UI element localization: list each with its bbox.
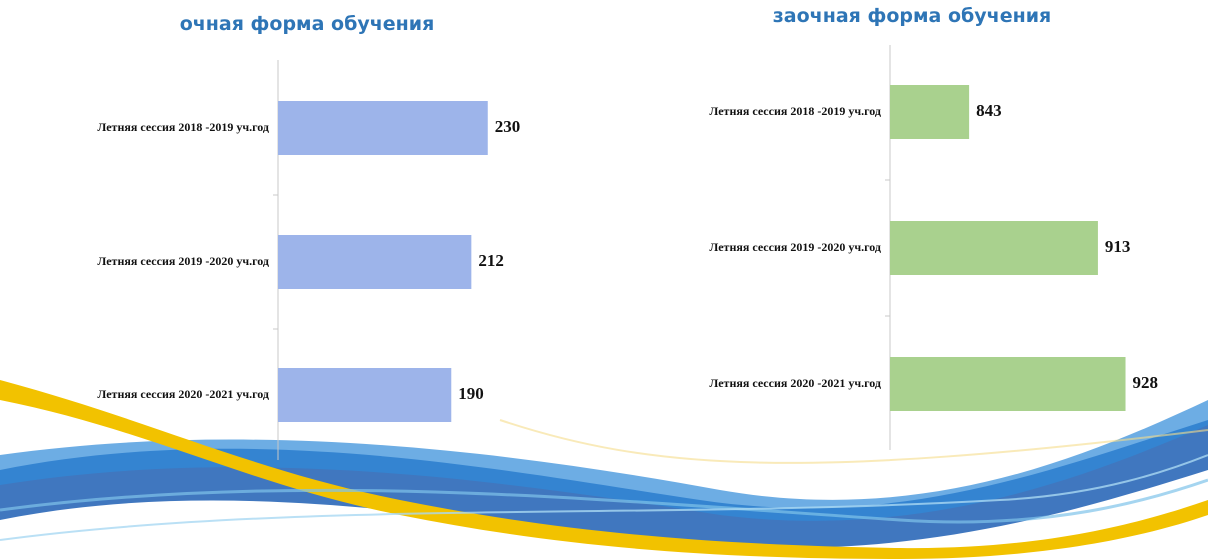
value-label: 190 <box>458 384 484 403</box>
value-label: 913 <box>1105 237 1131 256</box>
category-label: Летняя сессия 2019 -2020 уч.год <box>709 240 881 254</box>
category-label: Летняя сессия 2020 -2021 уч.год <box>709 376 881 390</box>
category-label: Летняя сессия 2018 -2019 уч.год <box>97 120 269 134</box>
bar <box>890 357 1126 411</box>
bar <box>278 101 488 155</box>
value-label: 928 <box>1133 373 1159 392</box>
value-label: 843 <box>976 101 1002 120</box>
category-label: Летняя сессия 2020 -2021 уч.год <box>97 387 269 401</box>
bar <box>890 85 970 139</box>
category-label: Летняя сессия 2019 -2020 уч.год <box>97 254 269 268</box>
bar <box>278 235 472 289</box>
chart-title: заочная форма обучения <box>773 5 1051 27</box>
bar <box>278 368 452 422</box>
chart-title: очная форма обучения <box>180 13 435 35</box>
category-label: Летняя сессия 2018 -2019 уч.год <box>709 104 881 118</box>
bar <box>890 221 1098 275</box>
background-waves <box>0 380 1208 559</box>
value-label: 230 <box>495 117 521 136</box>
value-label: 212 <box>478 251 504 270</box>
